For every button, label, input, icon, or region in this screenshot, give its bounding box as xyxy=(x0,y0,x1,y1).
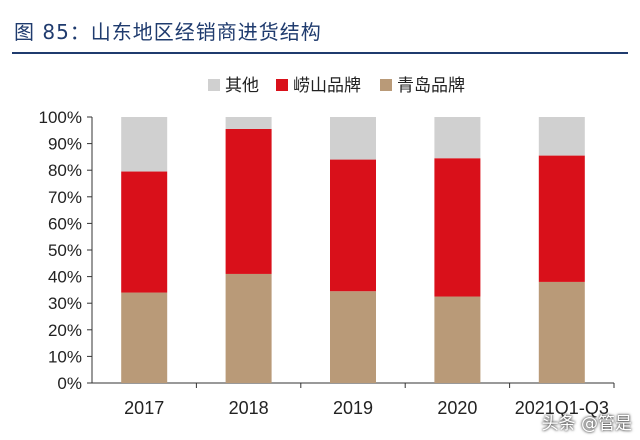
y-tick-label: 90% xyxy=(48,135,82,154)
y-tick-label: 10% xyxy=(48,347,82,366)
bar-segment-qingdao xyxy=(330,291,376,383)
bar-segment-laoshan xyxy=(538,155,585,282)
bar-segment-other xyxy=(330,117,376,160)
x-tick-label: 2018 xyxy=(229,398,269,418)
y-tick-label: 60% xyxy=(48,214,82,233)
legend-label: 其他 xyxy=(225,76,259,96)
legend-label: 青岛品牌 xyxy=(397,76,465,96)
y-tick-label: 70% xyxy=(48,188,82,207)
bar-segment-laoshan xyxy=(121,171,168,293)
y-tick-label: 20% xyxy=(48,321,82,340)
y-tick-label: 80% xyxy=(48,161,82,180)
bar-segment-qingdao xyxy=(434,296,481,383)
bar-segment-other xyxy=(538,117,585,156)
title-divider xyxy=(12,52,628,54)
bar-segment-other xyxy=(434,117,481,159)
legend-swatch xyxy=(380,79,392,91)
bar-segment-qingdao xyxy=(225,273,272,383)
y-tick-label: 50% xyxy=(48,241,82,260)
x-tick-label: 2020 xyxy=(437,398,477,418)
x-tick-label: 2019 xyxy=(333,398,373,418)
bar-segment-laoshan xyxy=(330,159,376,292)
bar-segment-laoshan xyxy=(434,158,481,297)
bar-segment-laoshan xyxy=(225,128,272,274)
watermark: 头条 @管是 xyxy=(541,414,632,434)
legend-swatch xyxy=(208,79,220,91)
bar-segment-other xyxy=(225,117,272,129)
figure-title: 图 85：山东地区经销商进货结构 xyxy=(14,20,322,44)
x-tick-label: 2017 xyxy=(124,398,164,418)
x-tick-label: 2021Q1-Q3 xyxy=(515,398,609,418)
y-tick-label: 40% xyxy=(48,268,82,287)
bar-segment-qingdao xyxy=(121,292,168,383)
y-tick-label: 0% xyxy=(57,374,82,393)
y-tick-label: 100% xyxy=(39,108,82,127)
bar-segment-other xyxy=(121,117,168,172)
legend-label: 崂山品牌 xyxy=(293,76,361,96)
y-tick-label: 30% xyxy=(48,294,82,313)
legend-swatch xyxy=(276,79,288,91)
bar-segment-qingdao xyxy=(538,281,585,383)
